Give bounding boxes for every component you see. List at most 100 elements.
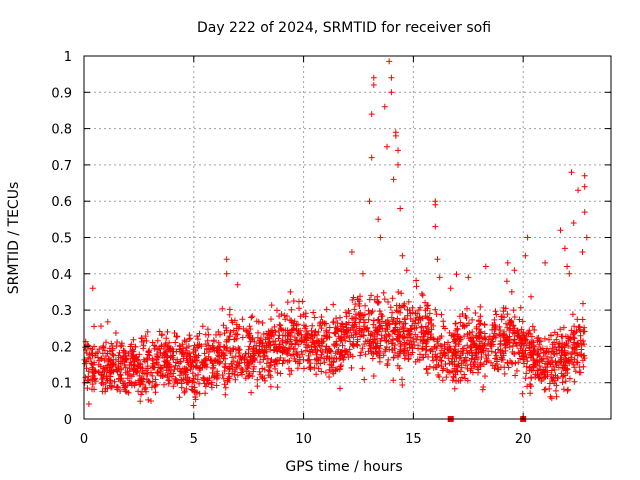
y-tick-label: 1 <box>64 50 72 65</box>
data-point <box>190 402 197 409</box>
data-point <box>350 341 357 348</box>
data-point <box>501 328 507 335</box>
data-point <box>139 378 145 385</box>
data-point <box>559 333 566 340</box>
data-point <box>359 270 366 277</box>
data-point <box>202 390 209 397</box>
data-point <box>276 321 283 328</box>
data-point <box>374 350 381 357</box>
data-point <box>222 360 229 367</box>
data-point <box>90 372 97 379</box>
data-point <box>161 350 167 357</box>
data-point <box>247 326 254 332</box>
data-point <box>234 281 241 288</box>
data-point <box>571 335 578 342</box>
data-point <box>222 384 229 391</box>
y-tick-label: 0.3 <box>51 304 72 319</box>
data-point <box>345 319 352 326</box>
data-point <box>359 345 366 352</box>
data-point <box>504 360 511 367</box>
data-point <box>531 347 538 354</box>
data-point <box>577 337 584 344</box>
data-point <box>235 350 242 356</box>
data-point <box>546 336 552 343</box>
data-point <box>184 367 191 374</box>
data-point <box>494 361 501 368</box>
data-point <box>119 380 126 387</box>
data-point <box>435 372 442 378</box>
data-point <box>581 209 588 216</box>
data-point <box>167 345 174 352</box>
data-point <box>519 350 526 357</box>
data-point <box>452 320 459 327</box>
data-point <box>231 371 238 378</box>
data-point <box>449 377 456 384</box>
data-point <box>512 360 519 367</box>
data-point <box>311 364 318 371</box>
data-point <box>330 301 337 308</box>
data-point <box>386 346 393 353</box>
data-point <box>468 338 475 345</box>
data-point <box>305 357 312 364</box>
data-point <box>438 363 445 370</box>
data-point <box>196 390 203 397</box>
data-point <box>552 377 559 384</box>
data-point <box>239 334 246 341</box>
data-point <box>118 340 125 347</box>
data-point <box>118 365 124 372</box>
data-point <box>85 373 92 380</box>
data-point <box>390 377 397 384</box>
data-point <box>461 371 468 378</box>
data-point <box>195 371 201 378</box>
data-point <box>541 371 548 378</box>
data-point <box>302 323 309 330</box>
data-point <box>541 335 548 342</box>
data-point <box>269 327 276 334</box>
data-point <box>384 317 391 324</box>
data-point <box>266 364 272 371</box>
data-point <box>303 334 310 341</box>
data-point <box>420 354 427 361</box>
data-point <box>512 372 519 379</box>
data-point <box>561 359 568 366</box>
data-point <box>285 329 292 336</box>
data-point <box>261 366 268 373</box>
data-point <box>292 358 299 365</box>
data-point <box>531 357 538 364</box>
data-point <box>276 343 283 350</box>
data-point <box>149 355 156 362</box>
data-point <box>454 325 461 332</box>
data-point <box>279 348 286 355</box>
data-point <box>510 307 517 314</box>
data-point <box>577 351 583 358</box>
data-point <box>84 342 91 348</box>
data-point <box>357 316 364 323</box>
data-point <box>560 324 567 331</box>
data-point <box>497 327 504 334</box>
data-point <box>89 381 96 388</box>
data-point <box>457 368 464 375</box>
data-point <box>466 335 473 342</box>
data-point <box>390 354 397 361</box>
data-point <box>267 374 274 381</box>
data-point <box>309 322 316 329</box>
data-point <box>552 387 559 394</box>
data-point <box>499 348 506 355</box>
data-point <box>126 379 133 386</box>
data-point <box>385 356 392 363</box>
y-tick-label: 0.2 <box>51 340 72 355</box>
data-point <box>462 362 469 369</box>
data-point <box>170 356 177 363</box>
data-point <box>521 360 527 367</box>
data-point <box>97 363 104 370</box>
data-point <box>101 368 108 375</box>
data-point <box>287 336 294 343</box>
data-point <box>318 368 325 375</box>
data-point <box>536 353 543 360</box>
data-point <box>264 355 271 362</box>
data-point <box>146 379 153 386</box>
data-point <box>180 345 187 352</box>
data-point <box>184 351 191 358</box>
data-point <box>129 347 136 354</box>
data-point <box>515 359 522 366</box>
